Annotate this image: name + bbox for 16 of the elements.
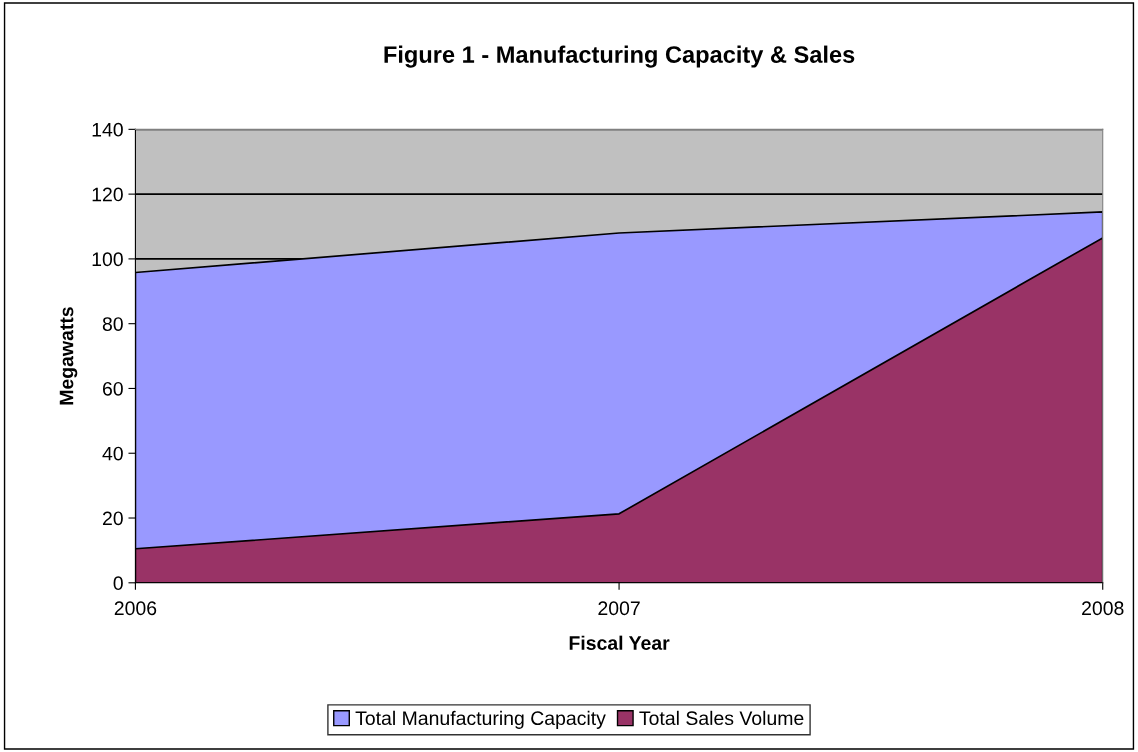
y-tick-label: 40 [102,446,123,461]
y-tick-label: 20 [102,511,123,526]
y-tick-label: 140 [92,122,123,137]
legend-label: Total Manufacturing Capacity [355,710,606,729]
y-tick-label: 60 [102,381,123,396]
y-tick-label: 80 [102,317,123,331]
x-tick-label: 2006 [114,601,157,616]
x-axis-title: Fiscal Year [569,635,670,650]
chart-title: Figure 1 - Manufacturing Capacity & Sales [384,45,855,68]
y-tick-label: 0 [113,576,123,591]
x-tick-label: 2007 [598,601,640,616]
legend-label: Total Sales Volume [639,710,804,726]
y-tick-label: 100 [92,252,123,267]
y-tick-label: 120 [92,187,123,202]
x-tick-label: 2008 [1082,601,1124,616]
y-axis-title: Megawatts [59,307,78,405]
